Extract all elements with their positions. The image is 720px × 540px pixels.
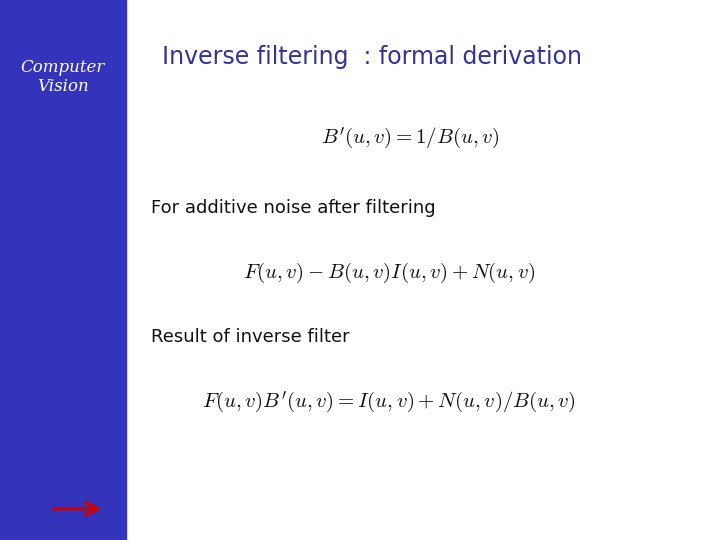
Text: $F(u, v) - B(u, v)I(u, v) + N(u, v)$: $F(u, v) - B(u, v)I(u, v) + N(u, v)$ [243,261,535,285]
Text: $F(u, v)B'(u, v) = I(u, v) + N(u, v)/B(u, v)$: $F(u, v)B'(u, v) = I(u, v) + N(u, v)/B(u… [202,389,576,415]
Text: For additive noise after filtering: For additive noise after filtering [151,199,436,217]
Text: Inverse filtering  : formal derivation: Inverse filtering : formal derivation [162,45,582,69]
Text: Vision: Vision [37,78,89,95]
Text: Computer: Computer [21,59,105,76]
Bar [0,0,126,540]
Text: $B'(u, v) = 1/B(u, v)$: $B'(u, v) = 1/B(u, v)$ [321,125,500,151]
Text: Result of inverse filter: Result of inverse filter [151,328,350,347]
